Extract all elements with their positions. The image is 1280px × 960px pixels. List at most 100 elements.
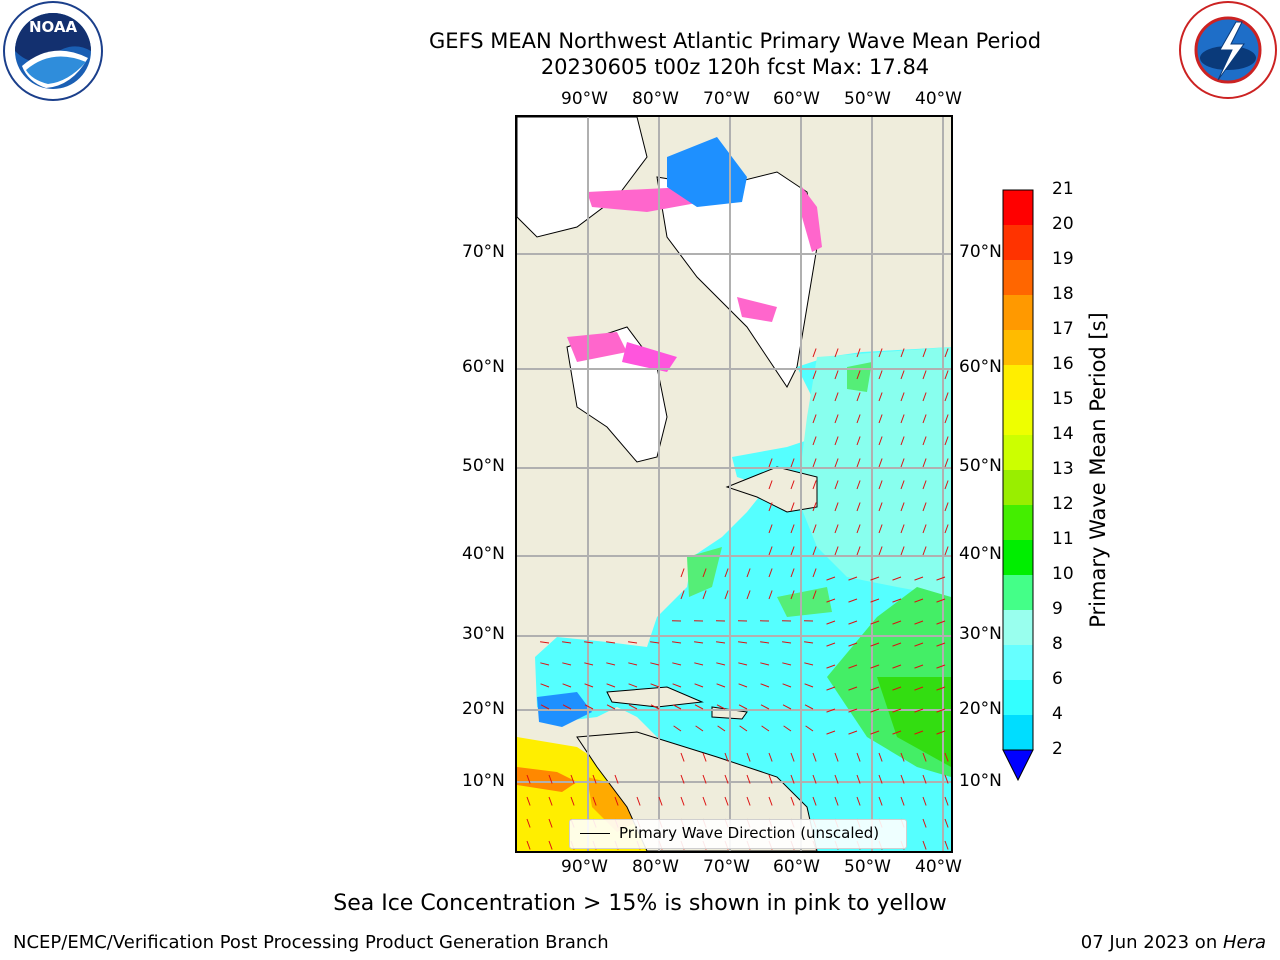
wave-arrow: [812, 480, 817, 490]
colorbar-outline: [1002, 189, 1034, 751]
lon-tick-top-3: 70°W: [703, 89, 750, 109]
wave-arrow: [584, 662, 594, 666]
wave-arrow: [672, 641, 682, 644]
wave-arrow: [812, 546, 817, 556]
colorbar-tick: 9: [1052, 599, 1063, 619]
wave-arrow: [584, 683, 594, 688]
wave-arrow: [716, 641, 726, 644]
wave-arrow: [812, 348, 817, 358]
wave-arrow: [540, 683, 550, 688]
lat-tick-right-6: 20°N: [959, 699, 1002, 719]
wave-arrow: [878, 348, 883, 358]
wave-arrow: [804, 704, 814, 710]
wave-arrow: [848, 576, 858, 581]
wave-arrow: [944, 752, 949, 762]
wave-arrow: [878, 752, 883, 762]
colorbar-tick: 8: [1052, 634, 1063, 654]
wave-arrow: [922, 796, 927, 806]
wave-arrow: [922, 414, 927, 424]
wave-arrow: [856, 546, 861, 556]
wave-arrow: [746, 752, 751, 762]
wave-arrow: [812, 392, 817, 402]
colorbar: [1002, 188, 1034, 783]
wave-arrow: [695, 725, 704, 732]
colorbar-tick: 10: [1052, 564, 1074, 584]
wave-arrow: [812, 774, 817, 784]
wave-arrow: [826, 642, 836, 647]
colorbar-band: [1003, 575, 1033, 610]
wave-arrow: [702, 568, 707, 578]
wave-arrow: [606, 662, 616, 666]
wave-arrow: [900, 774, 905, 784]
colorbar-band: [1003, 645, 1033, 680]
wave-arrow: [694, 704, 704, 710]
wave-arrow: [812, 436, 817, 446]
wave-arrow: [760, 641, 770, 644]
wave-arrow: [856, 370, 861, 380]
wave-arrow: [870, 686, 880, 691]
wave-arrow: [673, 725, 682, 732]
colorbar-tick: 19: [1052, 249, 1074, 269]
wave-arrow: [826, 686, 836, 691]
wave-arrow: [812, 414, 817, 424]
wave-arrow: [790, 796, 795, 806]
wave-arrow: [878, 502, 883, 512]
wave-arrow: [848, 730, 858, 735]
wave-arrow: [584, 704, 594, 710]
wave-arrow: [628, 662, 638, 666]
wave-arrow: [878, 524, 883, 534]
colorbar-tick: 13: [1052, 459, 1074, 479]
wave-arrow: [922, 524, 927, 534]
wave-arrow: [606, 704, 616, 710]
colorbar-band: [1003, 330, 1033, 365]
wave-arrow: [606, 641, 616, 644]
wave-arrow: [944, 796, 949, 806]
wave-arrow: [768, 752, 773, 762]
wave-arrow: [944, 774, 949, 784]
wave-arrow: [783, 725, 792, 732]
wave-arrow: [878, 436, 883, 446]
colorbar-under-triangle: [1002, 749, 1034, 782]
lon-tick-top-6: 40°W: [915, 89, 962, 109]
wave-arrow: [900, 502, 905, 512]
wave-arrow: [892, 664, 902, 669]
legend-label: Primary Wave Direction (unscaled): [619, 824, 880, 842]
wave-arrow: [548, 796, 553, 806]
colorbar-band: [1003, 435, 1033, 470]
wave-arrow: [914, 598, 924, 603]
wave-arrow: [760, 704, 770, 710]
lon-tick-bottom-3: 70°W: [703, 857, 750, 877]
wave-arrow: [922, 818, 927, 828]
wave-arrow: [892, 708, 902, 713]
colorbar-band: [1003, 610, 1033, 645]
wave-arrow: [716, 662, 726, 666]
colorbar-band: [1003, 225, 1033, 260]
wave-arrow: [540, 704, 550, 710]
wave-arrow: [870, 576, 880, 581]
wave-arrow: [944, 502, 949, 512]
lat-tick-left-7: 10°N: [462, 771, 505, 791]
wave-arrow: [914, 708, 924, 713]
wave-arrow: [892, 642, 902, 647]
wave-arrow: [878, 480, 883, 490]
lat-tick-left-5: 30°N: [462, 624, 505, 644]
wave-arrow: [614, 796, 619, 806]
wave-arrow: [870, 598, 880, 603]
wave-arrow: [650, 704, 660, 710]
chart-title: GEFS MEAN Northwest Atlantic Primary Wav…: [428, 29, 1042, 53]
colorbar-band: [1003, 505, 1033, 540]
wave-arrow: [812, 796, 817, 806]
lat-tick-right-3: 50°N: [959, 456, 1002, 476]
wave-arrow: [548, 774, 553, 784]
colorbar-tick-labels: 2 4 6 8 9 10 11 12 13 14 15 16 17 18 19 20 21: [1040, 0, 1100, 960]
wave-arrow: [834, 414, 839, 424]
wave-arrow: [834, 752, 839, 762]
lon-tick-top-4: 60°W: [773, 89, 820, 109]
wave-arrow: [892, 576, 902, 581]
colorbar-tick: 20: [1052, 214, 1074, 234]
wave-arrow: [790, 774, 795, 784]
wave-arrow: [790, 524, 795, 534]
wave-arrow: [812, 502, 817, 512]
wave-arrow: [526, 840, 531, 850]
wave-arrow: [900, 546, 905, 556]
